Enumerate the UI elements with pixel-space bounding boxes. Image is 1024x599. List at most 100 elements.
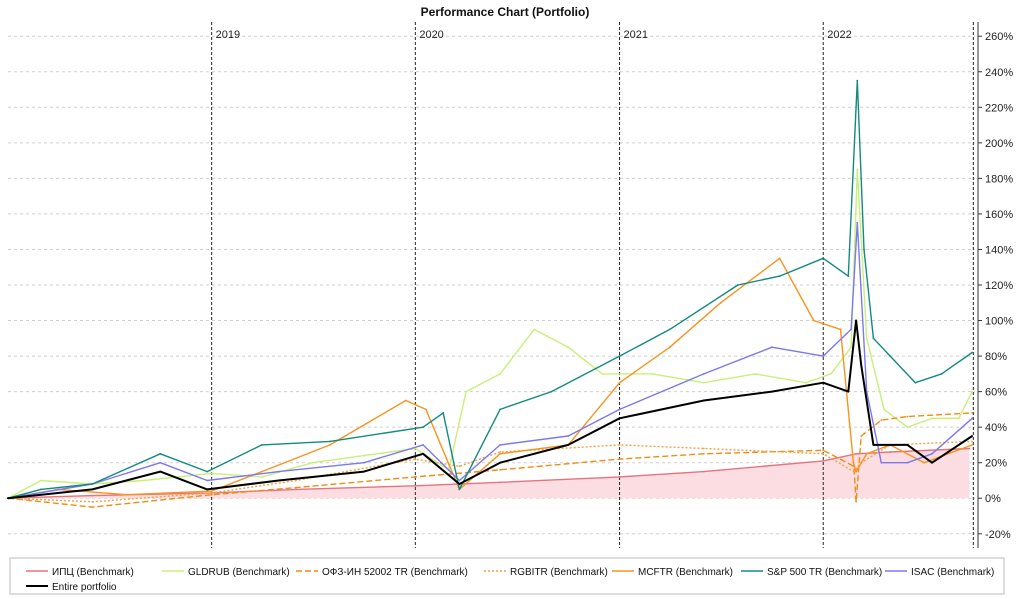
benchmark-point [414,484,417,487]
series-layer [7,79,974,508]
s-p-500-tr-benchmark-point [91,483,94,485]
52002-tr-benchmark-point [906,415,909,418]
rgbitr-benchmark-point [91,500,94,503]
y-tick-label: 160% [985,209,1013,221]
gldrub-benchmark-point [142,479,145,482]
mcftr-benchmark-point [923,461,926,464]
isac-benchmark-point [771,346,773,349]
mcftr-benchmark-point [778,257,781,260]
rgbitr-benchmark-point [702,447,705,450]
legend-label: ИПЦ (Benchmark) [52,567,134,578]
52002-tr-benchmark-point [702,452,705,455]
s-p-500-tr-benchmark-point [261,444,263,446]
isac-benchmark-point [931,452,933,455]
legend-label: ISAC (Benchmark) [911,567,994,578]
year-markers: 2019 2020 2021 2022 [211,22,974,548]
legend-label: MCFTR (Benchmark) [638,567,733,578]
chart-title: Performance Chart (Portfolio) [421,5,590,19]
entire-portfolio-point [906,444,909,446]
rgbitr-benchmark-point [971,440,974,443]
y-tick-label: 180% [985,173,1013,185]
y-axis: -20% 0% 20% 40% 60% 80% 100% 120% 140% 160% 180% 20… [977,22,1013,548]
benchmark-line [7,447,970,499]
isac-benchmark-point [499,444,501,446]
fill-layer [8,448,970,499]
s-p-500-tr-benchmark-point [872,337,875,340]
52002-tr-benchmark-point [499,468,501,471]
s-p-500-tr-benchmark-point [618,355,621,357]
rgbitr-benchmark-point [210,492,213,494]
entire-portfolio-point [159,470,162,473]
gldrub-benchmark-point [363,454,365,457]
gldrub-benchmark-point [567,346,570,349]
benchmark-point [499,481,501,484]
gldrub-benchmark-point [40,479,42,482]
52002-tr-benchmark-point [855,500,857,503]
entire-portfolio-point [91,488,94,491]
gldrub-benchmark-point [850,346,852,349]
s-p-500-tr-benchmark-point [159,452,162,455]
isac-benchmark-point [880,461,883,464]
s-p-500-tr-benchmark-point [914,381,917,384]
y-tick-label: 100% [985,316,1013,328]
gldrub-benchmark-point [865,337,868,340]
s-p-500-tr-benchmark-point [863,248,865,251]
mcftr-benchmark-point [329,444,331,446]
year-marker-label: 2021 [624,29,648,41]
mcftr-benchmark-point [812,319,815,322]
s-p-500-tr-benchmark-point [40,488,42,491]
benchmark-point [295,488,297,491]
isac-benchmark-point [422,444,424,446]
isac-benchmark-point [618,408,621,411]
y-tick-label: -20% [985,529,1011,541]
gldrub-benchmark-point [906,426,909,429]
52002-tr-benchmark-point [971,412,974,414]
entire-portfolio-point [499,461,501,464]
entire-portfolio-point [567,444,570,446]
entire-portfolio-point [7,497,9,500]
y-tick-label: 140% [985,244,1013,256]
s-p-500-tr-benchmark-point [940,373,943,375]
52002-tr-benchmark-point [880,419,883,421]
gldrub-benchmark-point [856,168,859,171]
s-p-500-tr-benchmark-point [856,79,859,82]
52002-tr-benchmark-point [822,449,825,452]
52002-tr-benchmark-point [295,486,297,489]
gldrub-benchmark-point [883,408,885,411]
52002-tr-benchmark-point [860,435,863,437]
legend-box [9,557,1005,595]
rgbitr-benchmark-point [458,465,461,468]
benchmark-point [618,476,621,478]
52002-tr-benchmark-point [414,476,417,478]
benchmark-point [822,460,825,462]
gldrub-benchmark-point [499,373,501,375]
rgbitr-benchmark-point [822,452,825,455]
year-marker-label: 2019 [216,29,240,41]
mcftr-benchmark-point [668,346,671,349]
entire-portfolio-point [971,435,974,437]
benchmark-area [8,448,970,499]
y-tick-label: 80% [985,351,1007,363]
gldrub-benchmark-point [702,381,705,384]
gldrub-benchmark-point [830,373,832,375]
mcftr-benchmark-point [719,301,722,304]
isac-benchmark-point [363,461,365,464]
s-p-500-tr-benchmark-point [847,275,850,277]
s-p-500-tr-benchmark-point [971,351,974,354]
gldrub-benchmark-point [533,328,536,331]
benchmark-point [702,470,705,473]
entire-portfolio-point [277,479,280,482]
s-p-500-tr-benchmark-point [550,390,553,393]
entire-portfolio-point [855,319,857,322]
benchmark-point [91,494,94,497]
isac-benchmark-point [856,221,859,224]
year-marker-label: 2022 [827,29,851,41]
benchmark-point [889,451,892,453]
s-p-500-tr-benchmark-point [458,488,461,491]
mcftr-benchmark-point [425,408,427,411]
y-tick-label: 40% [985,422,1007,434]
entire-portfolio-point [458,483,461,485]
entire-portfolio-point [702,399,705,402]
isac-benchmark-point [971,417,974,420]
